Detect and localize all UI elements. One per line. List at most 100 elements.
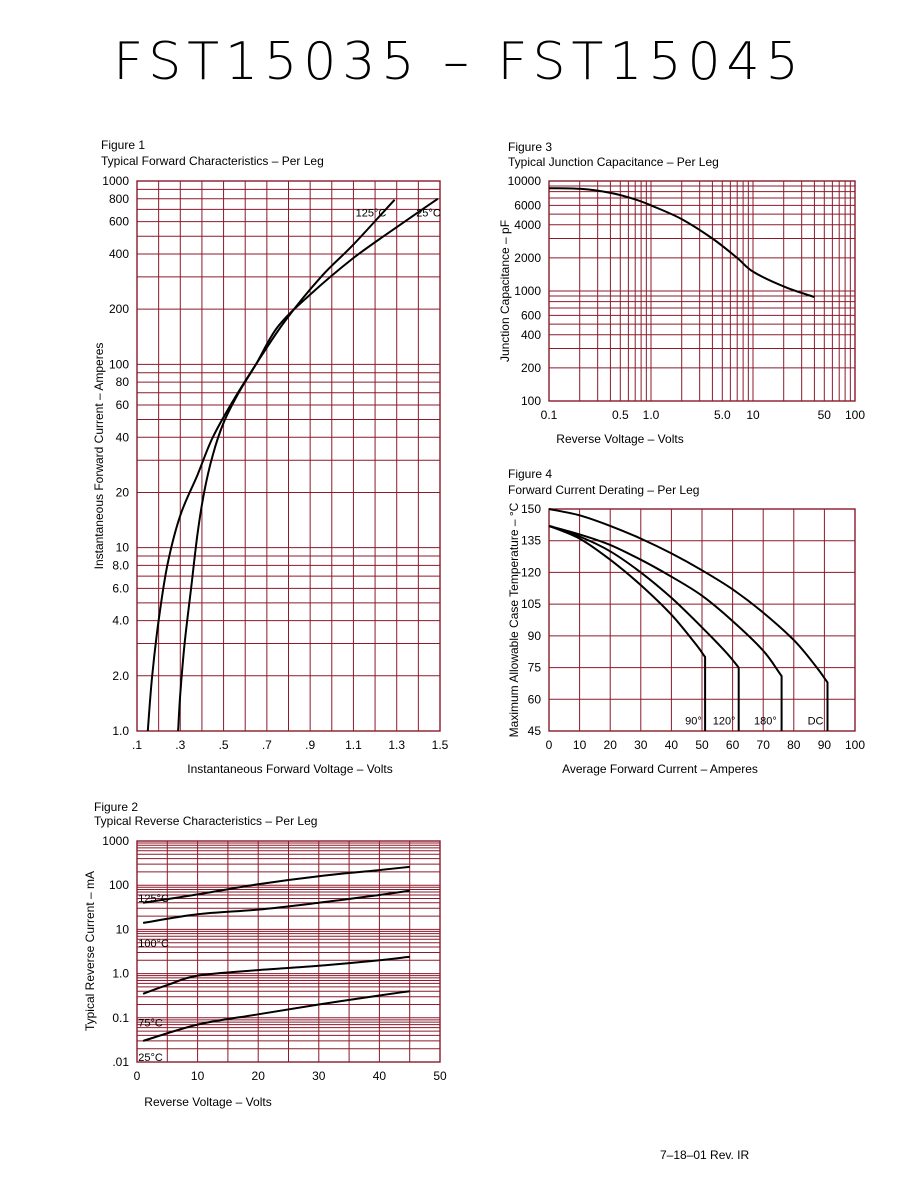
fig1-y-tick-label: 1.0 [112,724,129,738]
fig1-y-tick-label: 10 [116,541,130,555]
fig3-y-tick-label: 600 [521,308,541,322]
fig3-grid [548,180,856,402]
fig4-series-label-2: 180° [754,716,777,728]
revision-footer: 7–18–01 Rev. IR [660,1148,750,1162]
fig4-x-tick-label: 60 [726,738,740,752]
fig3-y-tick-label: 200 [521,361,541,375]
fig2-series-curve-0 [142,865,410,904]
fig4-x-tick-label: 100 [845,738,865,752]
fig4-x-tick-label: 0 [546,738,553,752]
chart-reverse-characteristics: 0 10 20 30 40 50 .01 0.1 1.0 10 100 1000 Reverse Vol… [83,834,447,1109]
fig2-number: Figure 2 [94,800,139,814]
fig4-x-tick-label: 50 [695,738,709,752]
fig1-series-curve-0 [146,199,396,732]
fig4-y-tick-label: 120 [521,565,541,579]
fig2-series-label-0: 125°C [138,893,169,905]
fig3-y-tick-label: 1000 [514,284,541,298]
fig1-x-tick-label: 1.1 [345,738,362,752]
fig2-grid [136,840,441,1063]
page-title: FST15035 – FST15045 [113,32,805,92]
fig1-caption: Typical Forward Characteristics – Per Le… [101,154,324,168]
fig4-series-label-0: 90° [685,716,702,728]
fig4-series-curve-0 [548,524,707,731]
fig4-series-curve-1 [548,524,740,731]
fig1-y-tick-label: 800 [109,192,129,206]
fig3-x-tick-label: 10 [746,408,760,422]
fig1-y-tick-label: 60 [116,398,130,412]
fig1-y-axis-label: Instantaneous Forward Current – Amperes [92,343,106,570]
fig1-y-tick-label: 600 [109,215,129,229]
fig3-caption: Typical Junction Capacitance – Per Leg [508,155,719,169]
fig3-y-axis-label: Junction Capacitance – pF [498,220,512,362]
fig1-x-tick-label: .7 [262,738,272,752]
fig1-x-tick-label: .3 [175,738,185,752]
fig2-x-tick-label: 20 [252,1069,266,1083]
fig3-x-tick-label: 50 [818,408,832,422]
fig1-x-tick-label: .1 [132,738,142,752]
fig4-y-tick-label: 60 [528,692,542,706]
fig3-x-tick-label: 100 [845,408,865,422]
fig2-series-label-3: 25°C [138,1052,163,1064]
chart-forward-characteristics: .1 .3 .5 .7 .9 1.1 1.3 1.5 1.0 2.0 4.0 6.0 8.0 10 20 40… [92,174,449,776]
fig3-plot-frame [548,180,856,402]
fig1-y-tick-label: 80 [116,375,130,389]
fig4-plot-frame [548,508,856,732]
fig4-y-tick-label: 90 [528,629,542,643]
fig1-y-tick-label: 400 [109,247,129,261]
fig2-x-tick-label: 40 [373,1069,387,1083]
fig3-y-tick-label: 4000 [514,218,541,232]
fig3-x-tick-label: 0.5 [612,408,629,422]
fig1-y-tick-label: 8.0 [112,558,129,572]
fig2-caption: Typical Reverse Characteristics – Per Le… [94,814,318,828]
fig2-series-curve-1 [142,889,410,924]
fig2-series-curve-3 [142,990,410,1042]
fig4-x-tick-label: 40 [665,738,679,752]
fig1-series-label-0: 125°C [356,208,387,220]
fig2-y-tick-label: 1.0 [112,967,129,981]
fig3-y-tick-label: 2000 [514,251,541,265]
fig4-y-tick-label: 75 [528,661,542,675]
fig1-y-tick-label: 100 [109,357,129,371]
fig4-series-curve-2 [548,524,783,731]
fig1-x-tick-label: .9 [305,738,315,752]
fig4-x-tick-label: 20 [604,738,618,752]
fig4-x-tick-label: 90 [818,738,832,752]
fig4-y-tick-label: 150 [521,502,541,516]
fig1-y-tick-label: 2.0 [112,669,129,683]
fig4-x-tick-label: 30 [634,738,648,752]
fig3-y-tick-label: 6000 [514,198,541,212]
chart-junction-capacitance: 0.1 0.5 1.0 5.0 10 50 100 100 200 400 600 1000 2000 4… [498,174,865,446]
fig2-y-tick-label: .01 [112,1055,129,1069]
fig1-y-tick-label: 4.0 [112,614,129,628]
fig1-x-tick-label: 1.5 [432,738,449,752]
fig4-x-axis-label: Average Forward Current – Amperes [562,762,758,776]
fig1-series-label-1: 25°C [416,208,441,220]
fig4-x-tick-label: 80 [787,738,801,752]
fig2-x-tick-label: 30 [312,1069,326,1083]
fig2-y-tick-label: 10 [116,922,130,936]
fig1-y-tick-label: 40 [116,430,130,444]
fig4-y-tick-label: 105 [521,597,541,611]
fig3-y-tick-label: 10000 [508,174,542,188]
fig2-y-tick-label: 100 [109,878,129,892]
fig2-y-axis-label: Typical Reverse Current – mA [83,871,97,1031]
fig1-x-axis-label: Instantaneous Forward Voltage – Volts [187,762,392,776]
fig2-x-axis-label: Reverse Voltage – Volts [144,1095,271,1109]
fig4-series-label-1: 120° [713,716,736,728]
fig2-series-label-1: 100°C [138,938,169,950]
fig3-x-tick-label: 0.1 [541,408,558,422]
fig3-y-tick-label: 100 [521,394,541,408]
fig4-caption: Forward Current Derating – Per Leg [508,483,700,497]
fig2-x-tick-label: 0 [134,1069,141,1083]
chart-current-derating: 0 10 20 30 40 50 60 70 80 90 100 45 60 75 90 105 120 135 1… [507,502,865,776]
fig1-x-tick-label: 1.3 [388,738,405,752]
fig4-x-tick-label: 10 [573,738,587,752]
fig1-x-tick-label: .5 [219,738,229,752]
fig2-x-tick-label: 10 [191,1069,205,1083]
fig1-plot-frame [136,180,441,732]
fig3-series-curve-0 [548,187,815,299]
fig3-x-axis-label: Reverse Voltage – Volts [556,432,683,446]
fig4-y-tick-label: 45 [528,724,542,738]
fig2-x-tick-label: 50 [433,1069,447,1083]
